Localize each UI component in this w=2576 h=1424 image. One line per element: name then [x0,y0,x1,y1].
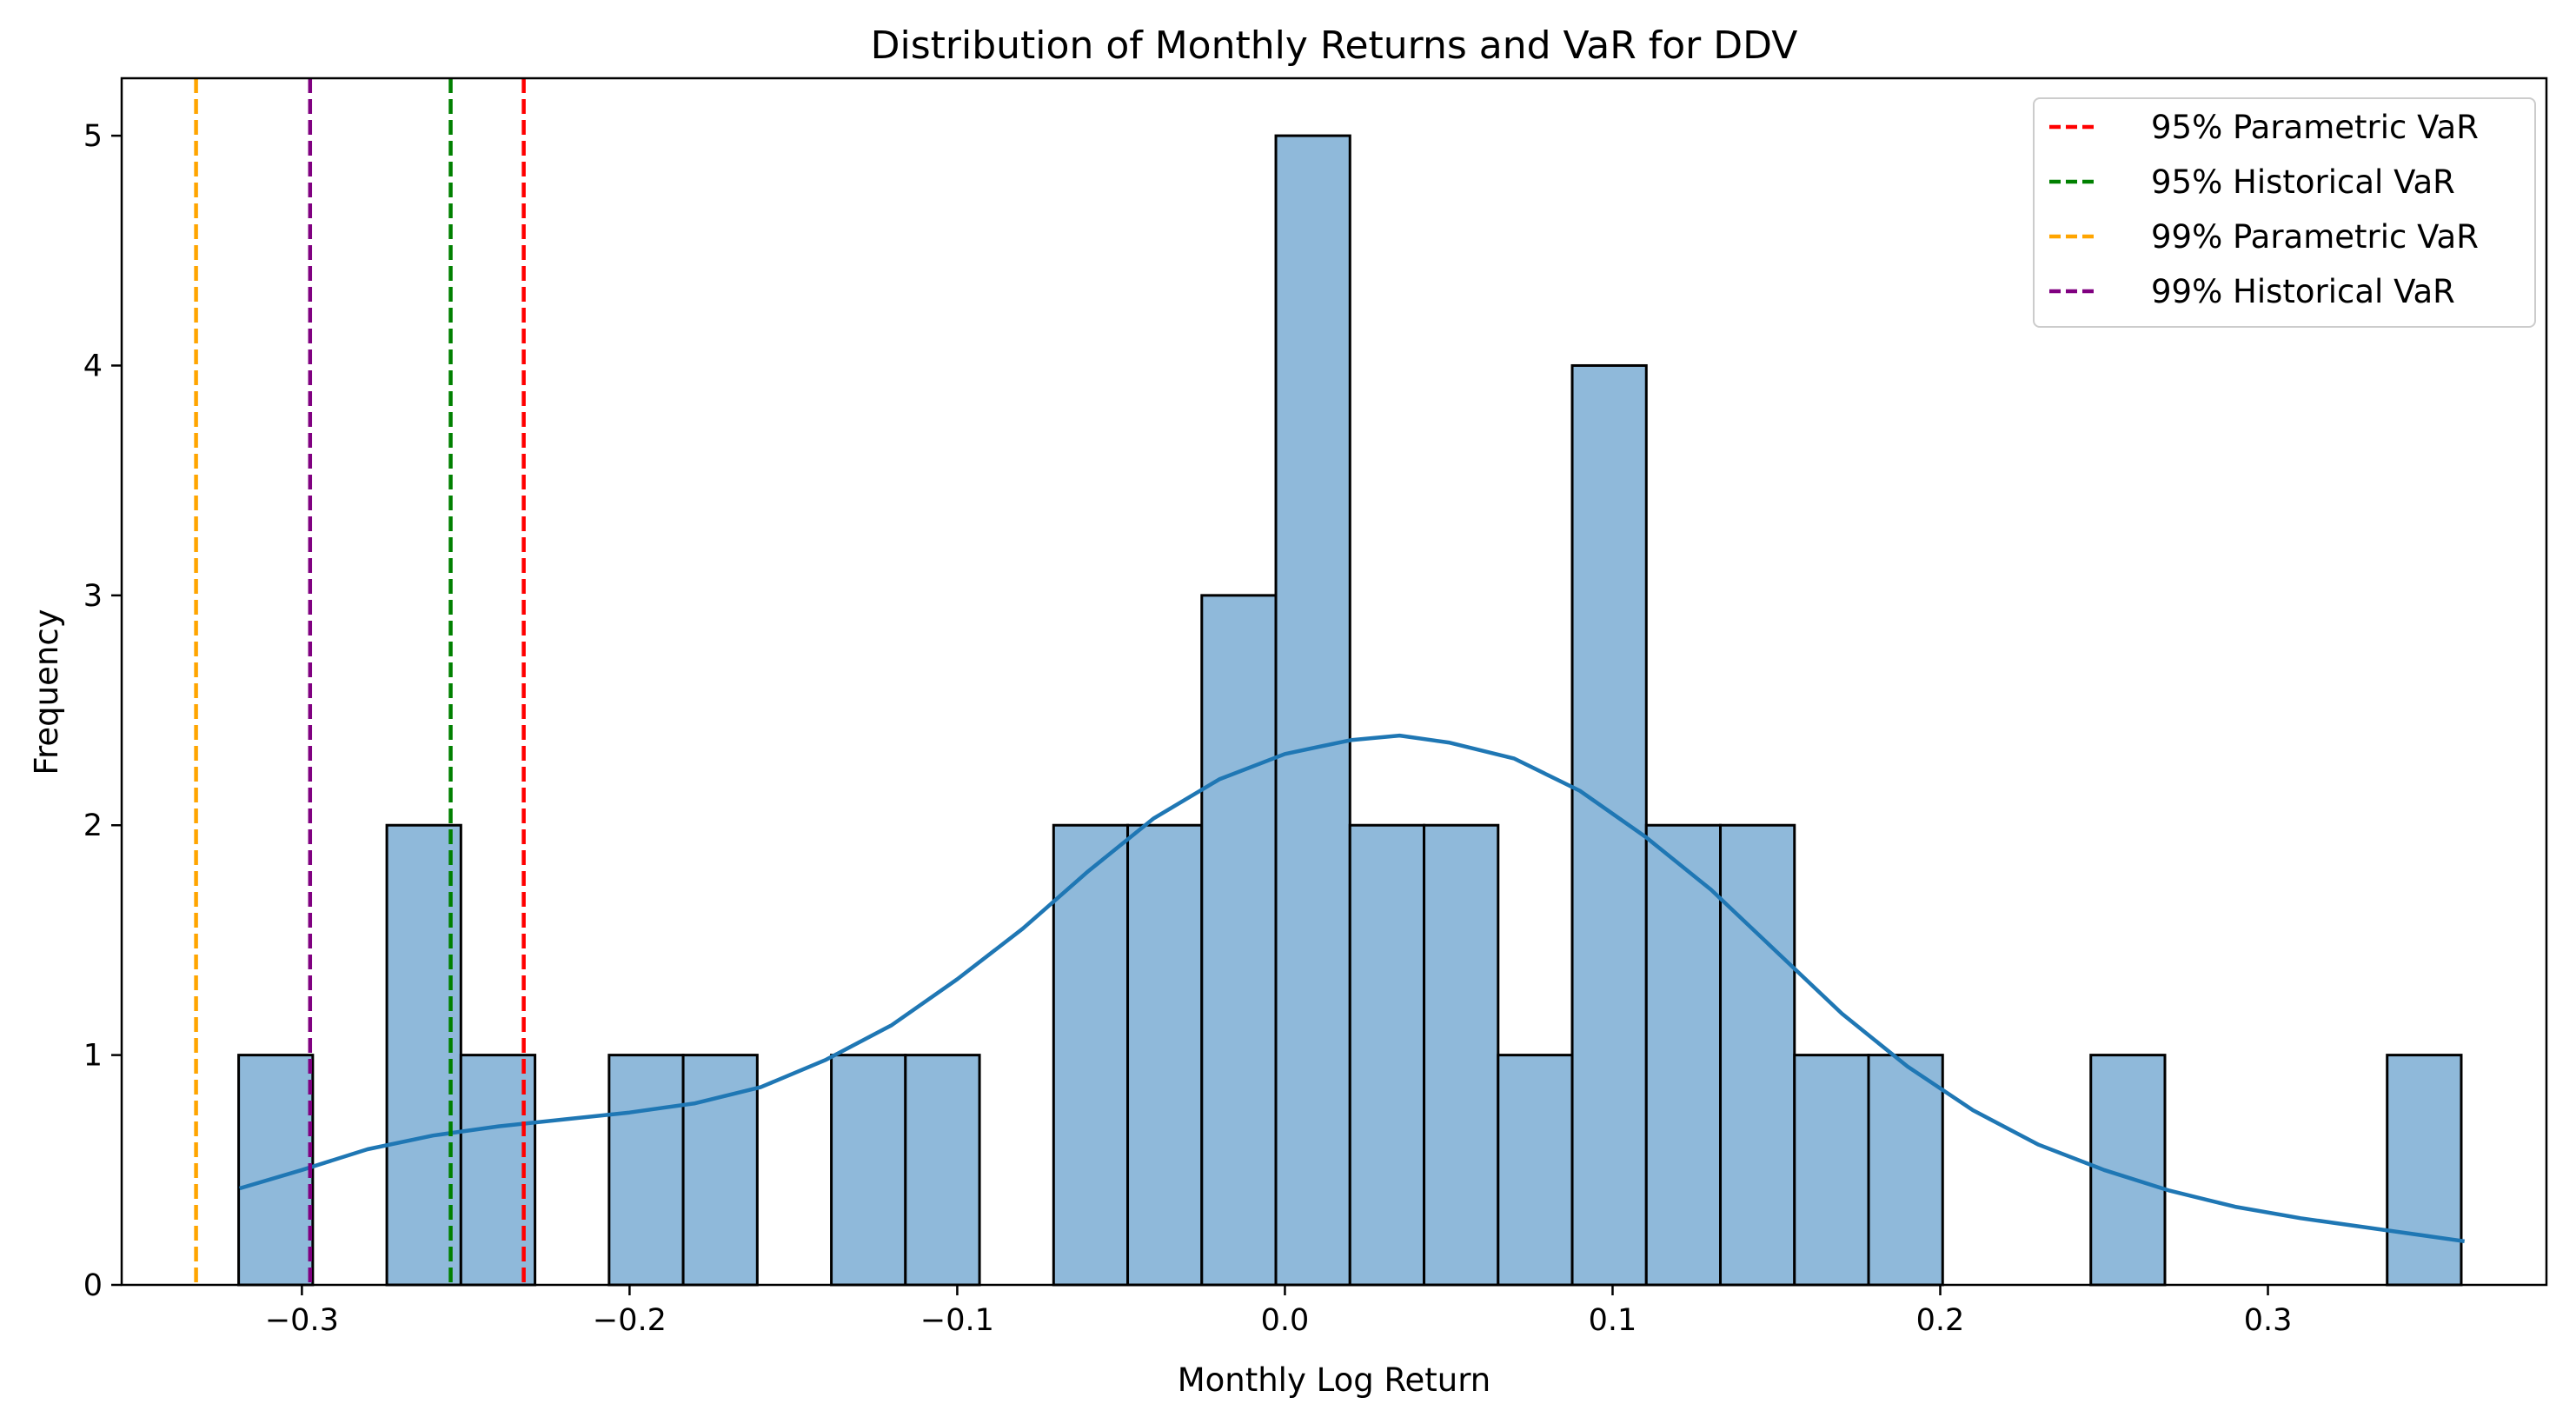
legend: 95% Parametric VaR 95% Historical VaR 99% … [2033,97,2536,328]
x-tick-label: 0.2 [1916,1303,1965,1338]
x-axis-label: Monthly Log Return [1178,1361,1491,1399]
histogram-bar [1274,134,1351,1287]
histogram-bar [1200,594,1278,1287]
x-tick-label: 0.1 [1589,1303,1637,1338]
histogram-bar [1867,1054,1944,1287]
y-tick-label: 2 [83,808,103,843]
x-tick-label: 0.0 [1261,1303,1310,1338]
x-tick-label: −0.3 [265,1303,339,1338]
histogram-bar [1644,823,1723,1287]
histogram-bar [385,823,462,1287]
x-tick-label: −0.2 [593,1303,667,1338]
chart-title: Distribution of Monthly Returns and VaR … [871,23,1798,68]
x-ticks: −0.3 −0.2 −0.1 0.0 0.1 0.2 0.3 [265,1285,2292,1338]
histogram-bar [904,1054,981,1287]
x-tick-label: −0.1 [920,1303,994,1338]
y-ticks: 0 1 2 3 4 5 [83,119,122,1303]
histogram-bar [1570,363,1648,1287]
histogram-bar [1126,823,1204,1287]
histogram-bar [2386,1054,2463,1287]
y-tick-label: 0 [83,1268,103,1303]
legend-label: 95% Historical VaR [2151,163,2455,201]
histogram-bar [830,1054,907,1287]
plot-frame [120,77,2548,1287]
histogram-bar [1052,823,1130,1287]
y-tick-label: 4 [83,349,103,383]
histogram-bar [1423,823,1500,1287]
y-tick-label: 1 [83,1039,103,1074]
legend-label: 99% Parametric VaR [2151,218,2479,256]
legend-label: 95% Parametric VaR [2151,109,2479,146]
histogram-bar [607,1054,685,1287]
legend-label: 99% Historical VaR [2151,273,2455,310]
y-tick-label: 3 [83,579,103,614]
axes [120,77,2548,1287]
y-tick-label: 5 [83,119,103,154]
kde-layer [239,733,2466,1244]
histogram-bar [1793,1054,1870,1287]
y-axis-label: Frequency [28,609,65,775]
kde-line [239,733,2466,1244]
x-tick-label: 0.3 [2244,1303,2293,1338]
histogram-bar [1497,1054,1574,1287]
histogram-bar [1348,823,1426,1287]
histogram-bar [1719,823,1796,1287]
legend-frame [2033,97,2536,328]
var-lines [194,78,526,1285]
